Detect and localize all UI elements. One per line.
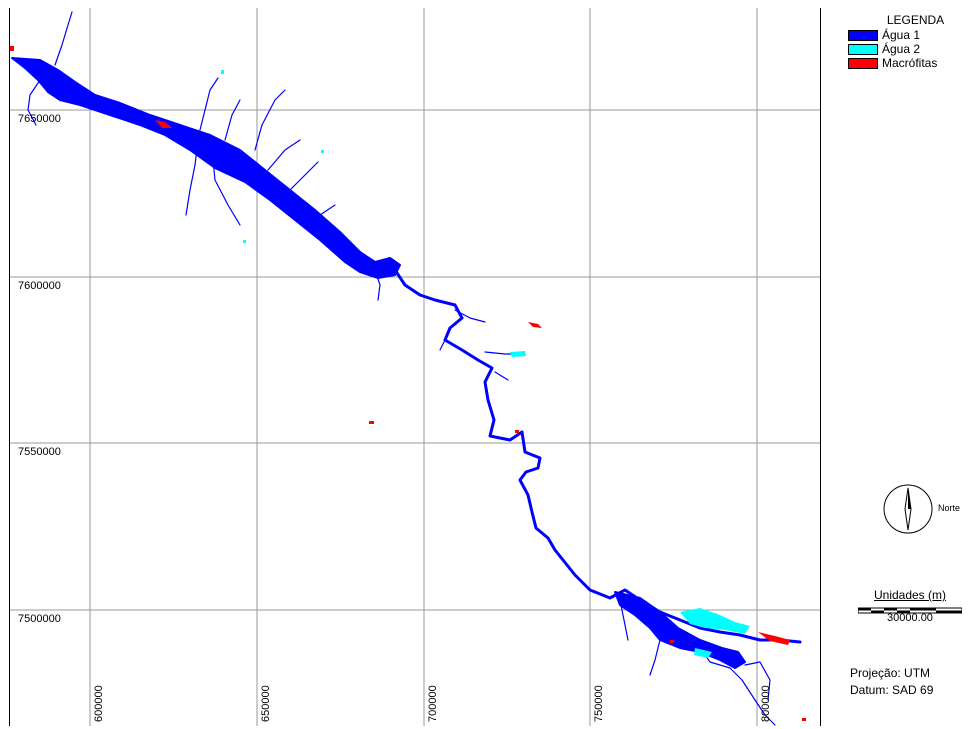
legend: LEGENDA Água 1 Água 2 Macrófitas [848,13,963,70]
scale-units-label: Unidades (m) [873,588,947,602]
legend-swatch [848,43,878,55]
legend-swatch [848,29,878,41]
grid-lines [9,8,821,726]
y-tick-label: 7600000 [18,280,61,292]
water-body-agua-2 [221,70,750,658]
scale-bar-graphic [857,604,963,614]
y-tick-label: 7500000 [18,613,61,625]
macrofitas [10,46,806,721]
legend-item-macrofitas: Macrófitas [848,56,963,70]
projection-info: Projeção: UTM Datum: SAD 69 [850,665,933,699]
north-arrow-icon [883,484,933,534]
legend-swatch [848,57,878,69]
projection-label: Projeção: UTM [850,666,931,680]
legend-label: Água 2 [882,42,921,56]
x-tick-label: 650000 [260,685,272,722]
y-tick-label: 7550000 [18,446,61,458]
water-body-agua-1 [11,11,802,726]
north-label: Norte [938,503,961,513]
y-tick-label: 7650000 [18,113,61,125]
scale-value: 30000.00 [887,612,933,624]
x-tick-label: 800000 [760,685,772,722]
x-tick-label: 750000 [593,685,605,722]
legend-label: Macrófitas [882,56,938,70]
legend-item-agua-1: Água 1 [848,28,963,42]
scale-bar: Unidades (m) 30000.00 [857,588,963,624]
legend-label: Água 1 [882,28,921,42]
legend-title: LEGENDA [886,13,945,27]
x-tick-label: 600000 [93,685,105,722]
datum-label: Datum: SAD 69 [850,683,934,697]
x-tick-label: 700000 [427,685,439,722]
legend-item-agua-2: Água 2 [848,42,963,56]
